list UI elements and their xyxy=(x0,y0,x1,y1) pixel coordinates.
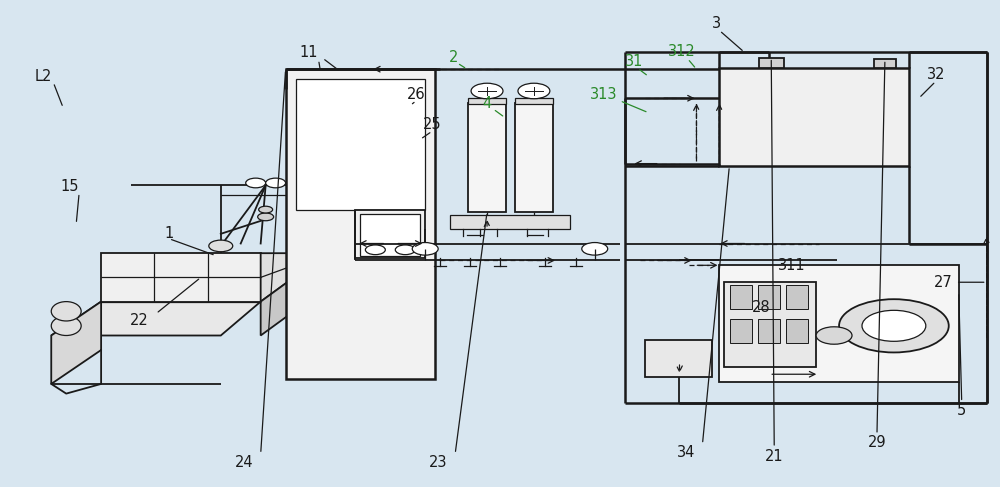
Bar xyxy=(468,98,506,104)
Bar xyxy=(758,285,780,309)
Bar xyxy=(730,285,752,309)
Bar xyxy=(296,79,425,209)
Circle shape xyxy=(412,243,438,255)
Text: 313: 313 xyxy=(590,87,617,102)
Bar xyxy=(515,103,553,212)
Text: 32: 32 xyxy=(927,68,945,82)
Circle shape xyxy=(582,243,608,255)
Bar xyxy=(724,282,816,367)
Text: 1: 1 xyxy=(164,226,174,242)
Bar xyxy=(450,215,570,229)
Polygon shape xyxy=(51,301,261,336)
Text: 4: 4 xyxy=(482,95,492,111)
Bar xyxy=(355,209,425,258)
Text: 25: 25 xyxy=(423,117,442,132)
Polygon shape xyxy=(261,273,301,336)
Text: 31: 31 xyxy=(624,55,643,70)
Polygon shape xyxy=(51,301,101,384)
Circle shape xyxy=(395,245,415,255)
Circle shape xyxy=(518,83,550,99)
Bar xyxy=(719,68,909,166)
Bar xyxy=(515,98,553,104)
Polygon shape xyxy=(261,253,301,301)
Bar xyxy=(360,214,420,256)
Text: 26: 26 xyxy=(407,87,426,102)
Circle shape xyxy=(839,299,949,353)
Text: 28: 28 xyxy=(752,300,771,315)
Text: 312: 312 xyxy=(668,44,695,59)
Bar xyxy=(730,318,752,343)
Text: 3: 3 xyxy=(712,16,721,31)
Text: 21: 21 xyxy=(765,449,784,464)
Circle shape xyxy=(209,240,233,252)
Text: 27: 27 xyxy=(933,275,952,290)
Circle shape xyxy=(471,83,503,99)
Text: 15: 15 xyxy=(60,179,78,194)
Bar xyxy=(759,57,784,68)
Text: 23: 23 xyxy=(429,455,447,470)
Text: 29: 29 xyxy=(868,435,886,450)
Text: 5: 5 xyxy=(957,403,966,418)
Circle shape xyxy=(266,178,286,188)
Circle shape xyxy=(246,178,266,188)
Text: 2: 2 xyxy=(448,50,458,65)
Text: L2: L2 xyxy=(35,69,52,84)
Circle shape xyxy=(259,206,273,213)
Text: 11: 11 xyxy=(299,45,318,60)
Bar xyxy=(786,318,808,343)
Ellipse shape xyxy=(51,301,81,321)
Text: 34: 34 xyxy=(677,445,696,460)
Polygon shape xyxy=(101,253,261,301)
Text: 24: 24 xyxy=(234,455,253,470)
Bar xyxy=(786,285,808,309)
Bar xyxy=(286,69,435,379)
Text: 22: 22 xyxy=(130,314,148,328)
Circle shape xyxy=(365,245,385,255)
Circle shape xyxy=(258,213,274,221)
Bar xyxy=(645,340,712,376)
Bar xyxy=(874,59,896,68)
Text: 311: 311 xyxy=(778,258,806,273)
Bar xyxy=(758,318,780,343)
Bar xyxy=(468,103,506,212)
Circle shape xyxy=(862,310,926,341)
Ellipse shape xyxy=(51,316,81,336)
Circle shape xyxy=(816,327,852,344)
Bar xyxy=(719,265,959,381)
